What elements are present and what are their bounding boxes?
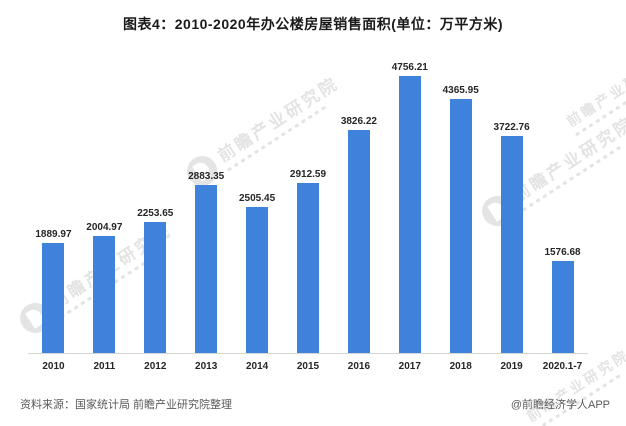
bar-column: 1576.68 (537, 58, 588, 353)
bar-value-label: 4756.21 (391, 62, 428, 73)
x-axis-label: 2017 (398, 361, 421, 372)
bar[interactable] (296, 183, 319, 353)
bar-value-label: 1889.97 (35, 228, 72, 240)
bars-row: 1889.97 2004.97 2253.65 2883.35 2505.45 2912.… (28, 58, 588, 354)
bar-value-label: 2004.97 (86, 222, 123, 234)
bar[interactable] (42, 242, 65, 353)
bar-value-label: 4365.95 (442, 84, 479, 96)
credit-note: @前瞻经济学人APP (510, 399, 610, 411)
bar-column: 2253.65 (130, 58, 181, 353)
source-note: 资料来源：国家统计局 前瞻产业研究院整理 (20, 399, 233, 411)
x-axis-labels-row: 2010 2011 2012 2013 2014 2015 2016 2017 2018 2019… (28, 354, 588, 372)
bar-column: 2004.97 (79, 58, 130, 353)
bar[interactable] (246, 207, 269, 353)
bar-value-label: 2505.45 (239, 193, 276, 205)
bar[interactable] (195, 185, 218, 353)
bar-column: 2883.35 (181, 58, 232, 353)
bar-chart: 1889.97 2004.97 2253.65 2883.35 2505.45 2912.… (28, 58, 588, 372)
bar-column: 4756.21 (384, 58, 435, 353)
x-axis-label: 2019 (500, 361, 523, 372)
bar-column: 3722.76 (486, 58, 537, 353)
bar-value-label: 3826.22 (340, 116, 377, 128)
bar[interactable] (398, 76, 421, 353)
bar-value-label: 2912.59 (289, 169, 327, 181)
bar[interactable] (449, 98, 472, 353)
bar-column: 3826.22 (333, 58, 384, 353)
x-axis-label: 2018 (449, 361, 472, 372)
bar-value-label: 3722.76 (493, 122, 530, 134)
bar-value-label: 1576.68 (544, 247, 581, 259)
x-axis-label: 2012 (144, 361, 167, 372)
bar[interactable] (500, 136, 523, 353)
footer: 资料来源：国家统计局 前瞻产业研究院整理 @前瞻经济学人APP (20, 396, 610, 412)
bar-column: 2505.45 (232, 58, 283, 353)
bar[interactable] (551, 261, 574, 353)
bar-column: 2912.59 (283, 58, 334, 353)
bar-column: 4365.95 (435, 58, 486, 353)
bar-value-label: 2253.65 (137, 207, 174, 219)
bar-value-label: 2883.35 (188, 171, 225, 183)
x-axis-label: 2014 (245, 361, 269, 372)
bar-column: 1889.97 (28, 58, 79, 353)
bar[interactable] (347, 130, 370, 353)
x-axis-label: 2016 (347, 361, 371, 372)
bar[interactable] (93, 236, 116, 353)
bar[interactable] (144, 221, 167, 353)
x-axis-label: 2010 (42, 361, 65, 372)
x-axis-label: 2020.1-7 (542, 361, 583, 372)
x-axis-label: 2011 (93, 361, 116, 372)
chart-title: 图表4：2010-2020年办公楼房屋销售面积(单位：万平方米) (122, 16, 504, 32)
x-axis-label: 2015 (296, 361, 320, 372)
x-axis-label: 2013 (195, 361, 218, 372)
